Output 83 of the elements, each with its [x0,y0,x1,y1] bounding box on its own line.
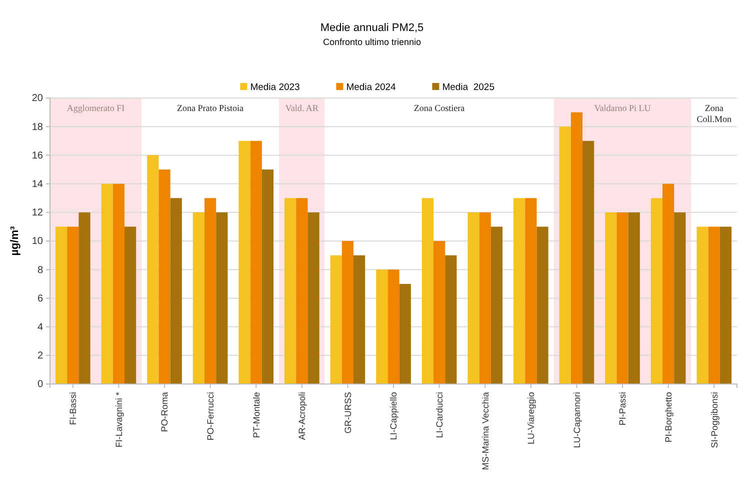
bar [170,198,182,384]
legend-label: Media 2023 [250,82,300,93]
bar [158,170,170,384]
bar [101,184,113,384]
bar [308,212,320,384]
bar [192,212,204,384]
band-label: Zona Costiera [414,103,465,113]
bar [536,226,548,384]
x-tick-label: LI-Cappiello [388,392,399,440]
bar [696,226,708,384]
x-tick-label: GR-URSS [342,392,353,434]
x-tick-label: PO-Ferrucci [205,392,216,441]
bar [67,226,79,384]
y-tick-label: 12 [32,208,44,219]
y-tick-label: 18 [32,122,44,133]
y-tick-label: 10 [32,236,44,248]
bar [262,170,274,384]
bar [445,255,457,384]
x-tick-label: PT-Montale [251,392,262,438]
bar [112,184,124,384]
band-label: Valdarno Pi LU [594,103,652,113]
y-tick-label: 8 [37,264,44,276]
x-tick-label: FI-Bassi [68,392,78,426]
x-tick-label: AR-Acropoli [297,392,308,440]
y-tick-label: 14 [32,179,44,190]
bar [284,198,296,384]
bar [204,198,216,384]
bar [78,212,90,384]
y-tick-label: 4 [37,322,44,333]
bar [399,284,411,384]
x-tick-label: MS-Marina Vecchia [480,392,490,470]
y-tick-label: 0 [37,379,44,390]
bar [124,226,136,384]
x-tick-label: FI-Lavagnini * [114,392,124,448]
x-tick-label: PO-Roma [160,392,170,432]
chart-title: Medie annuali PM2,5 [320,22,424,34]
band-label: Vald. AR [285,103,318,113]
bar [479,212,491,384]
y-tick-label: 2 [37,350,44,362]
x-tick-label: PI-Passi [618,392,628,426]
bar [628,212,640,384]
bar [147,155,159,384]
bar [468,212,480,384]
bar [525,198,537,384]
y-tick-label: 6 [37,293,44,304]
x-tick-label: LI-Carducci [434,392,444,438]
bar [434,241,446,384]
bar [674,212,686,384]
legend-label: Media 2024 [346,82,396,93]
band-label: Agglomerato FI [66,103,125,113]
bar [616,212,628,384]
legend-label: Media 2025 [442,82,494,93]
bar [250,140,262,384]
bar [388,270,400,384]
bar [238,140,250,384]
y-tick-label: 20 [32,93,44,104]
x-tick-label: PI-Borghetto [663,392,674,443]
bar [376,270,388,384]
chart-subtitle: Confronto ultimo triennio [322,37,422,47]
bar [55,226,68,384]
bar [662,184,674,384]
bar [570,112,582,384]
bar [559,126,571,384]
bar [513,198,526,384]
y-axis-title: µg/m³ [9,226,21,256]
x-tick-label: LU-Capannori [572,392,582,448]
x-tick-label: LU-Viareggio [526,392,536,444]
bar [490,226,503,384]
bar [296,198,308,384]
bar [650,198,662,384]
band-label: Zona Coll.Mon [696,103,732,124]
bar [354,255,366,384]
y-tick-label: 16 [32,150,44,162]
bar [582,140,594,384]
bar [330,255,342,384]
bar [422,198,434,384]
x-tick-label: SI-Poggibonsi [709,392,720,448]
annotation: Zona Prato Pistoia [177,103,244,113]
bar [342,241,354,384]
bar [720,226,732,384]
bar [216,212,228,384]
bar [708,226,720,384]
bar [605,212,617,384]
